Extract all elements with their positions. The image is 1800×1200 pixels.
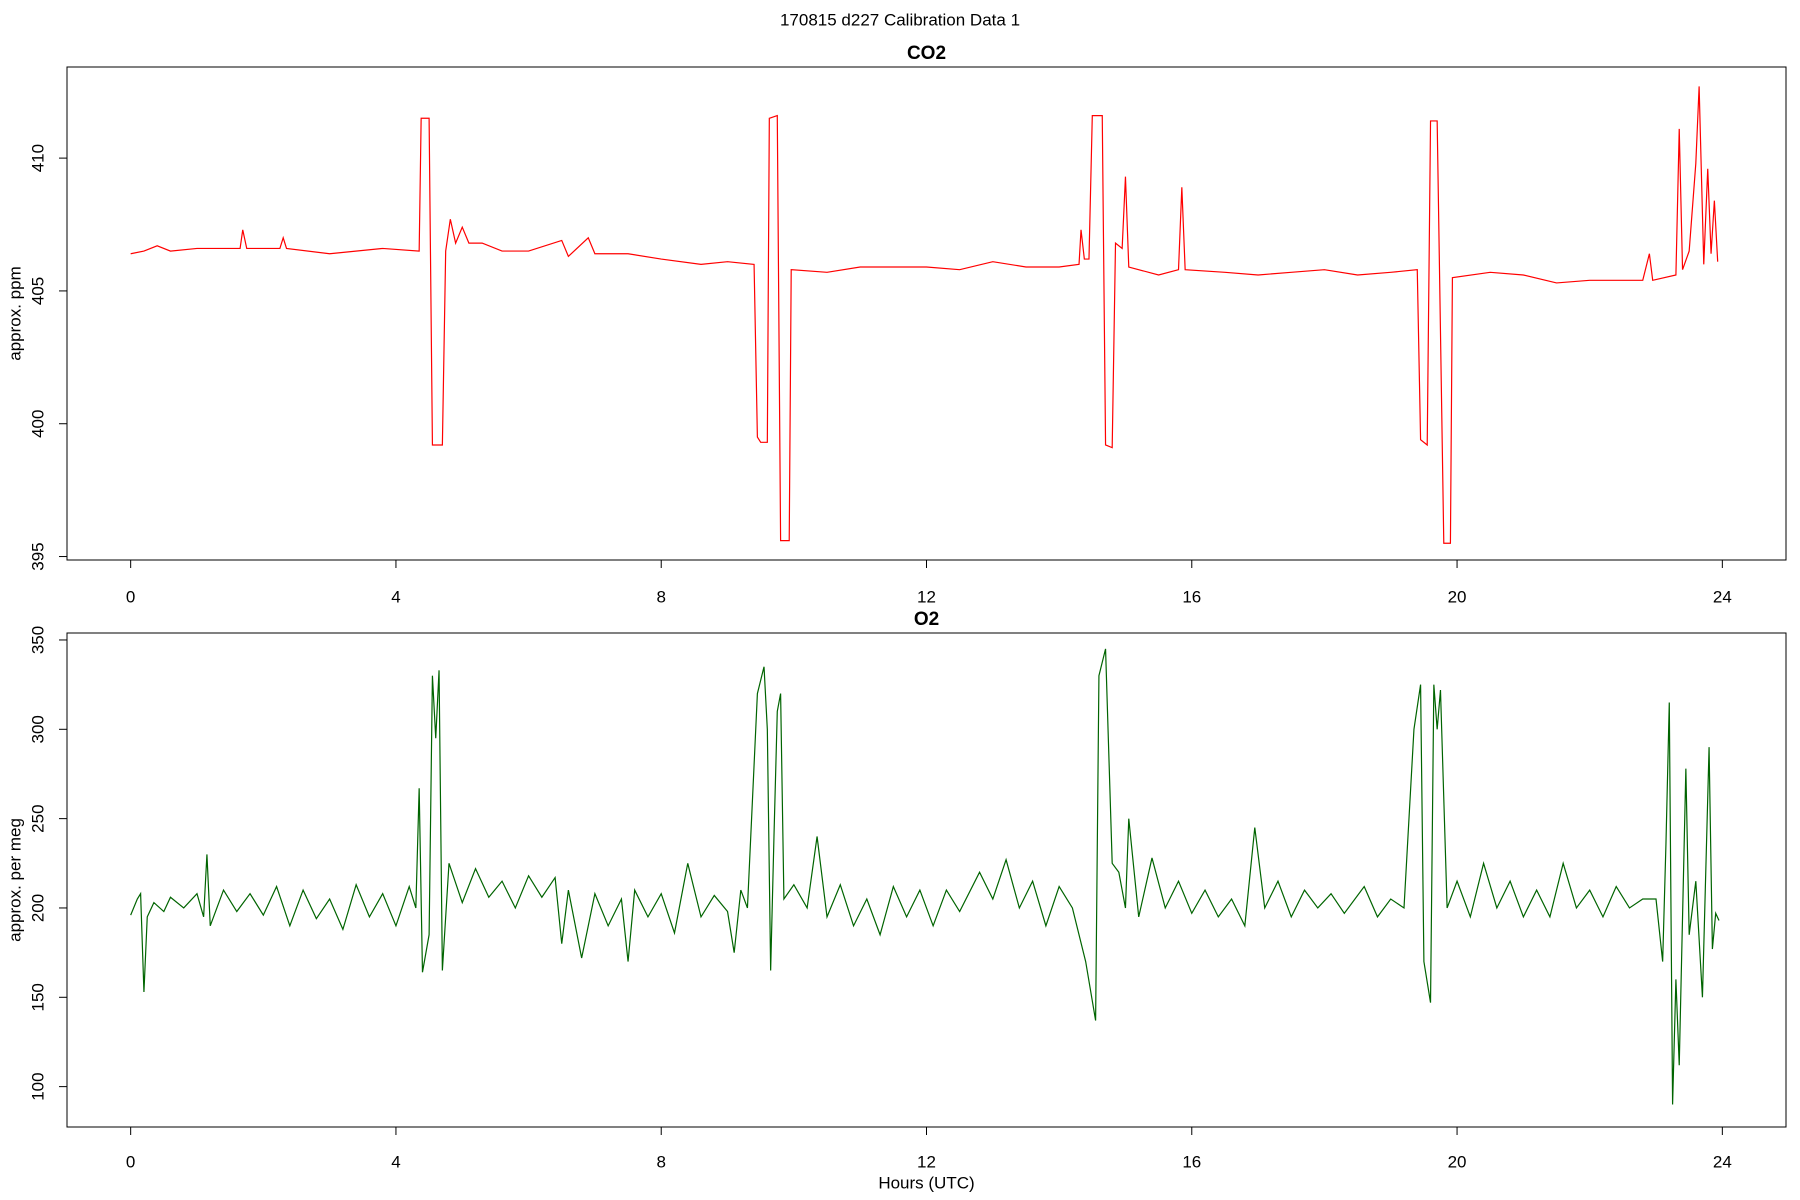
y-axis-label: approx. per meg [5,818,24,942]
x-tick-label: 0 [126,1152,135,1171]
x-tick-label: 8 [656,1152,665,1171]
y-tick-label: 410 [28,144,47,172]
x-tick-label: 24 [1713,587,1732,606]
y-tick-label: 250 [28,804,47,832]
y-tick-label: 100 [28,1072,47,1100]
x-tick-label: 16 [1182,587,1201,606]
y-tick-label: 395 [28,542,47,570]
x-axis-label: Hours (UTC) [878,1173,974,1192]
figure-title: 170815 d227 Calibration Data 1 [780,10,1020,29]
y-tick-label: 350 [28,626,47,654]
x-tick-label: 16 [1182,1152,1201,1171]
y-tick-label: 150 [28,983,47,1011]
x-tick-label: 8 [656,587,665,606]
x-tick-label: 20 [1448,1152,1467,1171]
y-tick-label: 200 [28,894,47,922]
chart-title: O2 [914,609,939,630]
x-tick-label: 4 [391,1152,400,1171]
x-tick-label: 0 [126,587,135,606]
x-tick-label: 24 [1713,1152,1732,1171]
y-tick-label: 400 [28,410,47,438]
x-tick-label: 20 [1448,587,1467,606]
plot-box [66,632,1787,1128]
chart-title: CO2 [907,43,946,64]
x-tick-label: 12 [917,587,936,606]
y-axis-label: approx. ppm [5,266,24,361]
data-line [130,86,1719,544]
x-tick-label: 12 [917,1152,936,1171]
x-tick-label: 4 [391,587,400,606]
y-tick-label: 405 [28,277,47,305]
plot-box [66,66,1787,561]
y-tick-label: 300 [28,715,47,743]
data-line [130,648,1720,1105]
